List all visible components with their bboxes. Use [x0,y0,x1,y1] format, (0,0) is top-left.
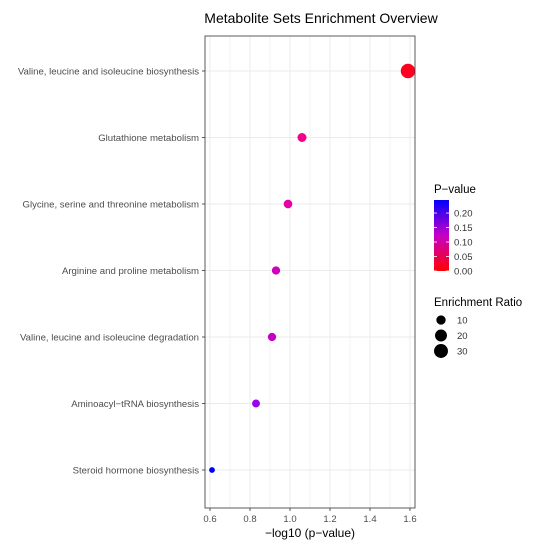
size-legend-key [436,315,446,325]
color-legend-title: P−value [434,184,476,196]
x-tick-label: 1.0 [283,514,296,525]
y-category-label: Steroid hormone biosynthesis [73,466,200,477]
color-legend-label: 0.10 [454,238,473,249]
data-point [283,199,293,209]
data-point [252,399,260,408]
grid [205,36,415,508]
data-points [209,63,416,473]
size-legend-label: 10 [457,316,468,327]
y-category-label: Valine, leucine and isoleucine degradati… [20,333,199,344]
y-category-label: Aminoacyl−tRNA biosynthesis [71,399,199,410]
color-legend: P−value 0.20 0.15 0.10 0.05 0.00 [434,184,476,278]
x-tick-label: 1.4 [363,514,376,525]
y-category-label: Glycine, serine and threonine metabolism [22,200,199,211]
color-bar [434,200,449,271]
panel-border [204,35,416,509]
size-legend-title: Enrichment Ratio [434,297,522,309]
size-legend-key [435,329,447,342]
color-legend-label: 0.00 [454,267,473,278]
x-axis: 0.6 0.8 1.0 1.2 1.4 1.6 [203,508,417,525]
x-tick-label: 1.2 [323,514,336,525]
color-legend-label: 0.05 [454,252,473,263]
x-tick-label: 0.6 [203,514,216,525]
x-axis-title: −log10 (p−value) [265,526,355,540]
data-point [400,63,416,79]
y-category-label: Arginine and proline metabolism [62,266,199,277]
y-axis: Valine, leucine and isoleucine biosynthe… [18,67,205,477]
data-point [209,467,215,473]
data-point [267,332,277,342]
x-tick-label: 0.8 [243,514,256,525]
y-category-label: Valine, leucine and isoleucine biosynthe… [18,67,199,78]
color-legend-label: 0.15 [454,223,473,234]
data-point [297,133,307,142]
size-legend: Enrichment Ratio 10 20 30 [434,297,522,358]
y-category-label: Glutathione metabolism [98,133,199,144]
x-tick-label: 1.6 [403,514,416,525]
data-point [271,266,281,275]
chart-title: Metabolite Sets Enrichment Overview [204,10,438,26]
size-legend-label: 20 [457,331,468,342]
size-legend-key [434,344,448,358]
color-legend-label: 0.20 [454,209,473,220]
size-legend-label: 30 [457,347,468,358]
